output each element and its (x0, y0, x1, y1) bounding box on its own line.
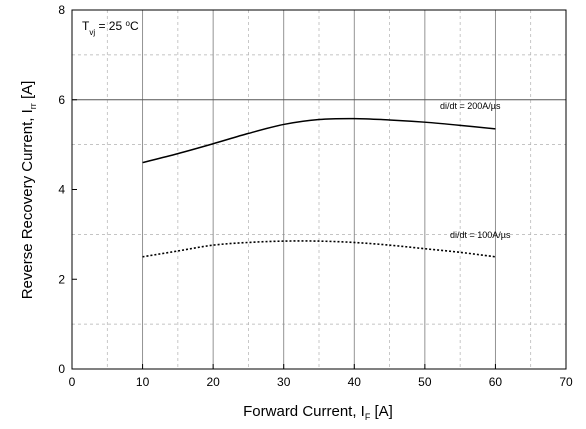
series-line-1 (142, 240, 496, 258)
y-tick-label: 2 (58, 272, 65, 286)
x-axis-title-unit: [A] (370, 403, 393, 420)
x-tick-label: 50 (418, 375, 432, 389)
x-tick-label: 30 (277, 375, 291, 389)
y-tick-label: 4 (58, 183, 65, 197)
series-line-0 (142, 117, 496, 164)
x-axis-title-main: Forward Current, I (243, 403, 365, 420)
y-tick-label: 8 (58, 3, 65, 17)
series-label-100: di/dt = 100A/µs (450, 230, 511, 240)
temperature-superscript: o (125, 19, 130, 28)
y-tick-label: 6 (58, 93, 65, 107)
x-tick-label: 70 (559, 375, 573, 389)
series-label-200: di/dt = 200A/µs (440, 101, 501, 111)
y-tick-label: 0 (58, 362, 65, 376)
x-tick-label: 20 (206, 375, 220, 389)
y-axis-title-unit: [A] (19, 81, 36, 104)
x-tick-label: 60 (489, 375, 503, 389)
y-axis-title-sub: rr (28, 103, 38, 109)
temperature-symbol: T (82, 19, 90, 33)
x-axis-title-sub: F (365, 412, 371, 422)
x-tick-label: 40 (348, 375, 362, 389)
grid (72, 10, 566, 369)
x-axis-title: Forward Current, IF [A] (243, 403, 393, 422)
plot-frame (71, 9, 567, 370)
temperature-subscript: vj (89, 28, 95, 37)
temperature-value: = 25 (95, 19, 125, 33)
x-tick-label: 10 (136, 375, 150, 389)
x-tick-label: 0 (69, 375, 76, 389)
y-axis-title-main: Reverse Recovery Current, I (19, 109, 36, 299)
temperature-unit: C (130, 19, 139, 33)
tick-labels: 0 10 20 30 40 50 60 70 0 2 4 6 8 (58, 3, 573, 389)
y-axis-title: Reverse Recovery Current, Irr [A] (19, 81, 38, 300)
temperature-condition: Tvj = 25 oC (82, 19, 139, 37)
series-layer (142, 117, 496, 258)
